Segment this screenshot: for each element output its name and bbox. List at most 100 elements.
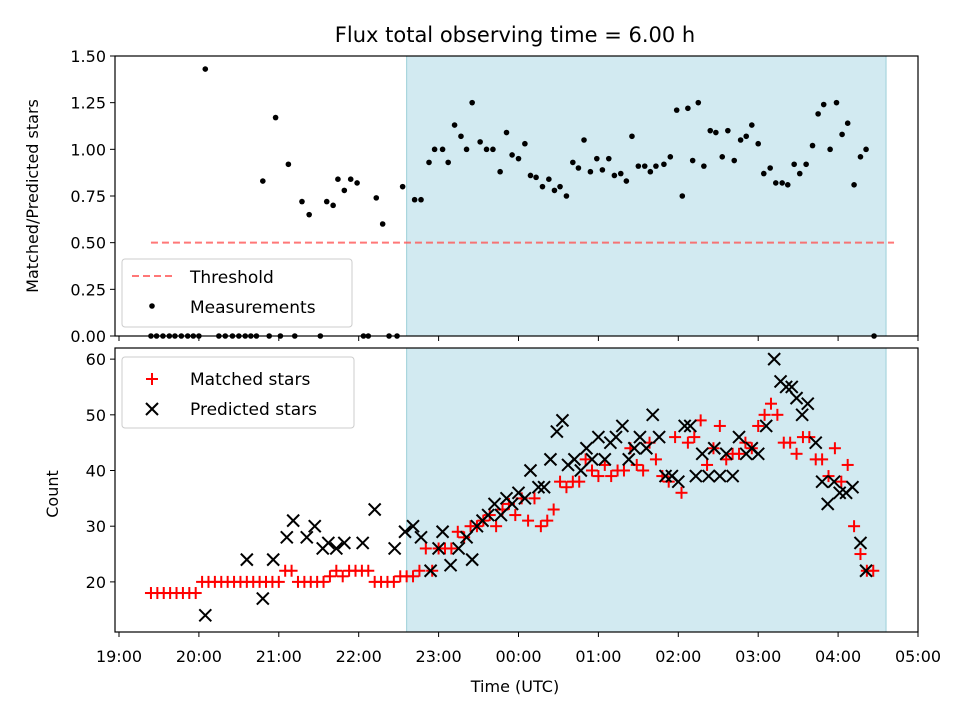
predicted-star-point xyxy=(689,469,703,483)
predicted-star-point xyxy=(387,541,402,556)
measurement-point xyxy=(815,111,821,117)
matched-star-point xyxy=(758,408,771,421)
measurement-point xyxy=(647,168,654,175)
matched-star-point xyxy=(323,570,336,583)
predicted-star-point xyxy=(615,419,630,433)
x-tick-label: 03:00 xyxy=(735,647,781,666)
matched-star-point xyxy=(764,397,777,410)
measurement-point xyxy=(299,198,305,205)
measurement-point xyxy=(737,137,744,143)
matched-star-point xyxy=(554,475,567,488)
matched-star-point xyxy=(579,453,592,466)
measurement-point xyxy=(605,155,612,162)
matched-star-point xyxy=(828,442,841,455)
matched-star-point xyxy=(867,564,880,577)
x-axis-label: Time (UTC) xyxy=(470,677,559,696)
measurement-point xyxy=(503,129,510,136)
predicted-star-point xyxy=(759,419,773,433)
matched-star-point xyxy=(675,486,688,499)
measurement-point xyxy=(796,170,803,177)
predicted-star-point xyxy=(585,452,599,467)
measurement-point xyxy=(575,165,582,171)
matched-star-point xyxy=(617,464,630,477)
matched-star-point xyxy=(854,548,867,561)
predicted-star-point xyxy=(579,441,594,455)
measurement-point xyxy=(743,133,750,140)
measurement-point xyxy=(581,137,587,143)
predicted-star-point xyxy=(300,530,314,545)
measurement-point xyxy=(784,182,791,188)
matched-star-point xyxy=(720,453,733,466)
matched-legend-marker xyxy=(146,373,158,385)
measurement-point xyxy=(341,187,348,194)
bottom-y-tick-label: 60 xyxy=(86,350,106,369)
predicted-star-point xyxy=(451,541,466,556)
matched-star-point xyxy=(336,570,349,583)
matched-star-point xyxy=(605,470,618,483)
matched-star-point xyxy=(522,514,535,527)
matched-star-point xyxy=(701,458,714,471)
measurement-point xyxy=(851,182,857,188)
predicted-star-point xyxy=(329,541,344,556)
matched-star-point xyxy=(407,570,420,583)
predicted-star-point xyxy=(308,519,322,533)
matched-star-point xyxy=(458,531,471,544)
x-tick-label: 00:00 xyxy=(495,647,541,666)
predicted-star-point xyxy=(240,552,254,567)
predicted-star-point xyxy=(767,352,781,366)
x-tick-label: 05:00 xyxy=(895,647,941,666)
matched-star-point xyxy=(419,542,432,555)
measurement-point xyxy=(772,180,779,186)
measurement-point xyxy=(701,163,707,169)
measurement-point xyxy=(439,146,446,153)
x-tick-label: 02:00 xyxy=(655,647,701,666)
bottom-legend: Matched stars Predicted stars xyxy=(121,356,355,429)
measurement-point xyxy=(820,101,827,108)
matched-star-point xyxy=(592,470,605,483)
matched-star-point xyxy=(413,564,426,577)
measurement-point xyxy=(272,114,279,121)
measurement-point xyxy=(673,107,680,113)
matched-star-point xyxy=(445,542,458,555)
matched-star-point xyxy=(630,458,643,471)
matched-star-point xyxy=(483,509,496,522)
top-axes-frame xyxy=(114,55,919,337)
matched-star-point xyxy=(490,520,503,533)
measurement-point xyxy=(623,178,630,184)
measurement-point xyxy=(760,170,767,177)
matched-star-point xyxy=(816,453,829,466)
predicted-star-point xyxy=(815,474,829,489)
top-legend-box xyxy=(121,258,353,328)
predicted-star-point xyxy=(550,424,564,439)
predicted-star-point xyxy=(435,525,450,539)
predicted-star-point xyxy=(321,536,336,550)
predicted-star-point xyxy=(598,452,612,467)
top-shaded-span xyxy=(406,55,887,337)
predicted-star-point xyxy=(555,413,570,428)
matched-star-point xyxy=(387,575,400,588)
predicted-star-point xyxy=(465,552,479,567)
predicted-star-point xyxy=(414,530,428,545)
predicted-star-point xyxy=(443,558,458,572)
measurement-point xyxy=(679,193,686,199)
measurement-point xyxy=(844,120,851,126)
measurement-point xyxy=(522,140,528,147)
measurement-point xyxy=(330,202,336,209)
predicted-star-point xyxy=(658,469,673,483)
matched-star-point xyxy=(189,587,202,600)
measurements-legend-marker xyxy=(149,303,155,309)
measurement-point xyxy=(803,161,809,168)
predicted-star-point xyxy=(785,380,799,394)
measurement-point xyxy=(323,198,330,205)
matched-star-point xyxy=(528,492,541,505)
measurement-point xyxy=(617,170,624,177)
measurement-point xyxy=(477,139,483,145)
predicted-star-point xyxy=(639,441,654,455)
measurement-point xyxy=(483,146,490,153)
measurement-point xyxy=(599,167,606,173)
bottom-y-axis-label: Count xyxy=(43,470,62,518)
predicted-star-point xyxy=(266,552,280,567)
matched-star-point xyxy=(362,564,375,577)
measurement-point xyxy=(667,154,674,160)
